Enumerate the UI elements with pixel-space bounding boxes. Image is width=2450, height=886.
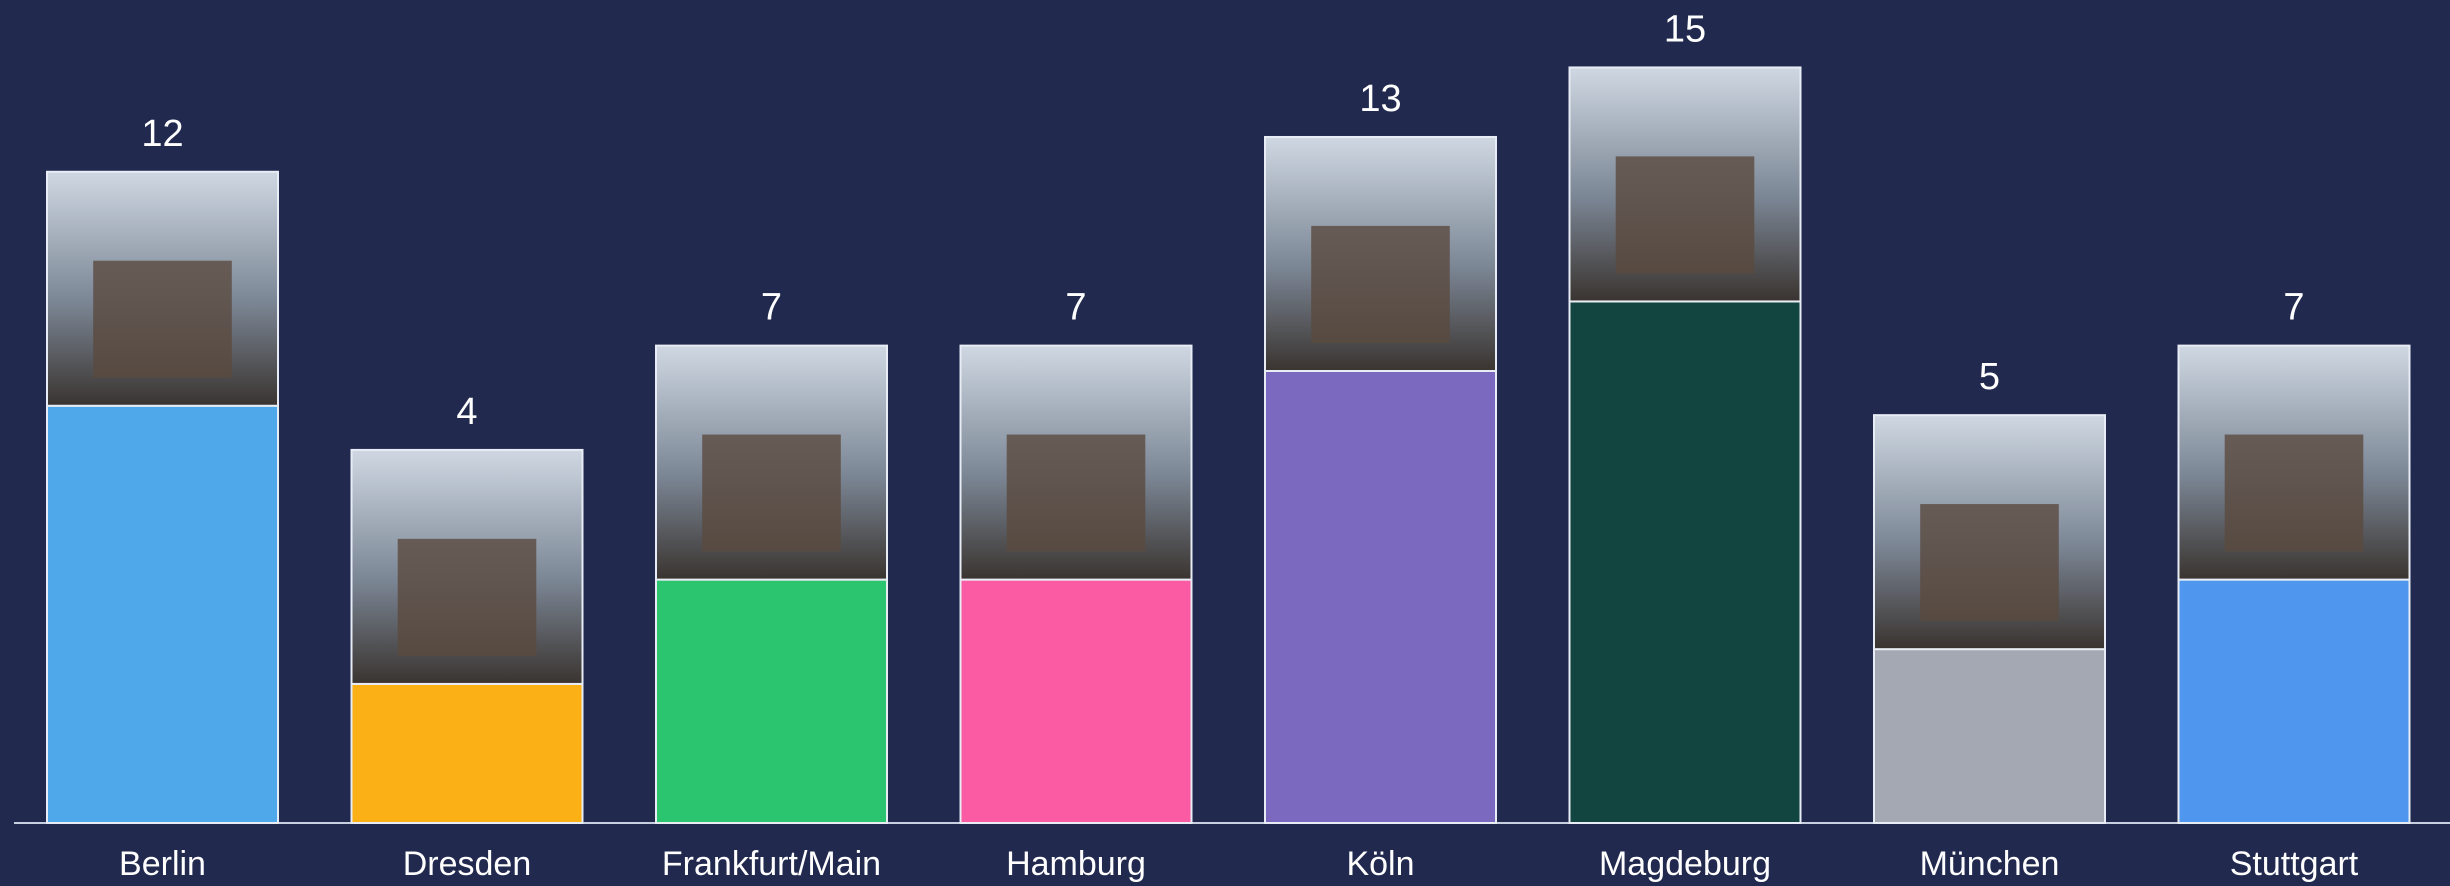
photo-building [2224, 434, 2364, 552]
x-tick-label: Dresden [403, 845, 532, 883]
bar [959, 578, 1193, 824]
photo-building [93, 260, 232, 378]
bar [1264, 369, 1497, 824]
photo-building [702, 434, 841, 552]
x-tick-label: Hamburg [1006, 845, 1146, 883]
bar [1568, 300, 1802, 824]
photo-building [1615, 156, 1755, 274]
value-label: 7 [2283, 287, 2304, 329]
value-label: 15 [1664, 8, 1706, 50]
value-label: 4 [456, 391, 477, 433]
value-label: 12 [141, 113, 183, 155]
bar [350, 682, 584, 824]
x-tick-label: Magdeburg [1599, 845, 1771, 883]
bar [655, 578, 888, 824]
photo-building [1920, 504, 2059, 622]
bar [46, 404, 279, 824]
value-label: 5 [1979, 356, 2000, 398]
x-tick-label: Köln [1346, 845, 1414, 883]
photo-building [1006, 434, 1146, 552]
x-tick-label: Berlin [119, 845, 206, 883]
bar [2177, 578, 2411, 824]
value-label: 13 [1359, 78, 1401, 120]
value-label: 7 [761, 287, 782, 329]
photo-building [397, 538, 537, 656]
x-tick-label: Stuttgart [2230, 845, 2359, 883]
x-tick-label: München [1920, 845, 2060, 883]
value-label: 7 [1065, 287, 1086, 329]
x-tick-label: Frankfurt/Main [662, 845, 881, 883]
bar [1873, 648, 2106, 825]
photo-building [1311, 225, 1450, 343]
